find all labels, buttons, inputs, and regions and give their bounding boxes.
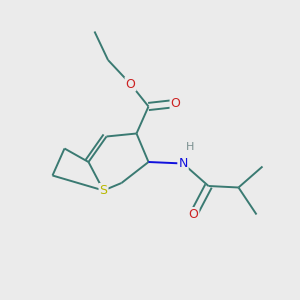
Text: N: N — [178, 157, 188, 170]
Text: O: O — [189, 208, 198, 221]
Text: S: S — [100, 184, 107, 197]
Text: O: O — [126, 77, 135, 91]
Text: H: H — [186, 142, 195, 152]
Text: O: O — [171, 97, 180, 110]
